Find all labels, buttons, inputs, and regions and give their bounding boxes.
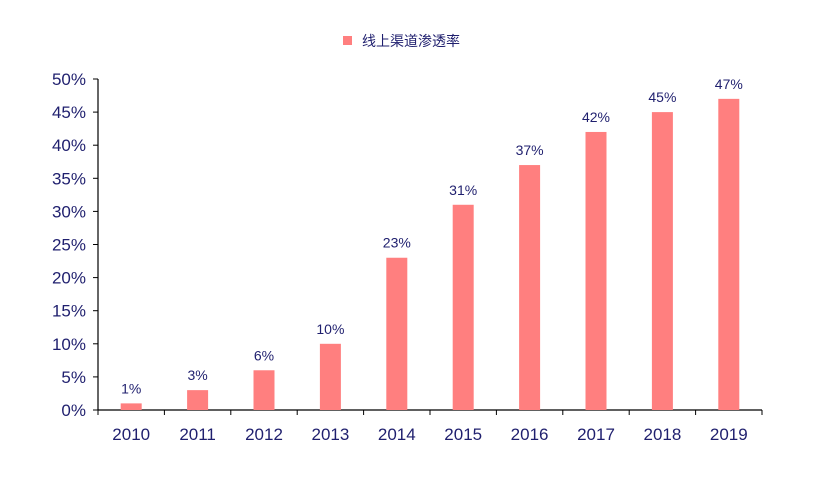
bar-value-label: 10% <box>316 321 344 337</box>
bar <box>253 370 275 410</box>
x-tick-label: 2012 <box>245 425 283 444</box>
y-tick-label: 20% <box>52 269 86 288</box>
bar <box>718 98 740 411</box>
bar-series <box>120 98 740 411</box>
bar-value-label: 42% <box>582 109 610 125</box>
y-tick-label: 10% <box>52 335 86 354</box>
y-tick-label: 15% <box>52 302 86 321</box>
x-tick-label: 2017 <box>577 425 615 444</box>
bar-value-label: 3% <box>187 367 207 383</box>
bar-value-label: 23% <box>383 235 411 251</box>
data-labels: 1% 3% 6% 10% 23% 31% 37% 42% 45% 47% <box>121 76 743 397</box>
bar <box>651 112 673 410</box>
x-tick-label: 2010 <box>112 425 150 444</box>
y-tick-label: 35% <box>52 169 86 188</box>
x-tick-label: 2013 <box>311 425 349 444</box>
legend-label: 线上渠道渗透率 <box>362 33 460 50</box>
y-tick-label: 50% <box>52 70 86 89</box>
x-tick-label: 2011 <box>179 425 216 444</box>
x-tick-label: 2014 <box>378 425 416 444</box>
y-axis: 0% 5% 10% 15% 20% 25% 30% 35% 40% 45% 50% <box>52 70 99 420</box>
bar <box>120 403 142 410</box>
bar-value-label: 1% <box>121 380 141 396</box>
bar <box>386 257 408 410</box>
y-tick-label: 5% <box>61 368 86 387</box>
bar-value-label: 45% <box>648 89 676 105</box>
y-tick-label: 45% <box>52 103 86 122</box>
x-tick-label: 2019 <box>710 425 748 444</box>
x-axis: 2010 2011 2012 2013 2014 2015 2016 2017 2018 2019 <box>97 409 763 444</box>
y-tick-label: 40% <box>52 136 86 155</box>
legend: 线上渠道渗透率 <box>343 33 460 50</box>
bar-value-label: 31% <box>449 182 477 198</box>
bar <box>452 204 474 410</box>
bar-value-label: 47% <box>715 76 743 92</box>
bar <box>585 131 607 410</box>
x-tick-label: 2016 <box>511 425 549 444</box>
y-tick-label: 0% <box>61 401 86 420</box>
bar <box>187 390 209 410</box>
bar <box>319 343 341 410</box>
y-tick-label: 25% <box>52 236 86 255</box>
bar-value-label: 6% <box>254 347 274 363</box>
x-tick-label: 2015 <box>444 425 482 444</box>
bar-value-label: 37% <box>516 142 544 158</box>
y-tick-label: 30% <box>52 202 86 221</box>
bar <box>519 165 541 410</box>
x-tick-label: 2018 <box>643 425 681 444</box>
legend-swatch <box>343 36 352 45</box>
